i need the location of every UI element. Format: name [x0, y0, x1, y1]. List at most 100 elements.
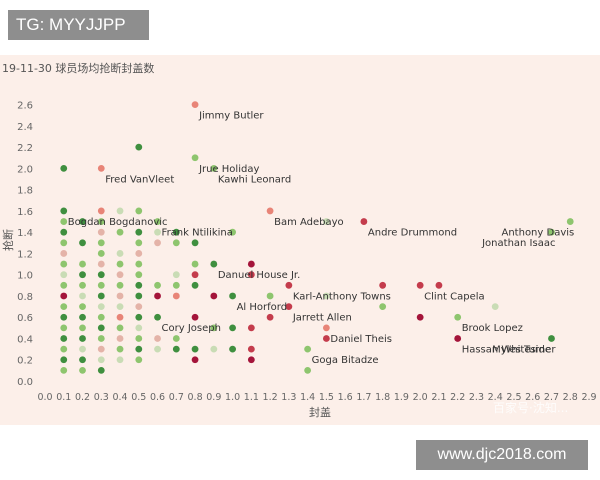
data-point [135, 260, 143, 268]
scatter-chart: 19-11-30 球员场均抢断封盖数 抢断 封盖 0.0 0.2 0.4 0.6 0.8… [1, 61, 597, 419]
data-point [191, 101, 199, 109]
point-label: Myles Turner [492, 344, 556, 355]
data-point [210, 345, 218, 353]
data-point [304, 345, 312, 353]
data-point [116, 271, 124, 279]
data-point [135, 303, 143, 310]
y-axis-label: 抢断 [1, 229, 15, 251]
point-label: Andre Drummond [368, 228, 457, 239]
data-point [97, 218, 105, 225]
data-point [566, 218, 574, 225]
data-point [116, 356, 124, 364]
data-point [60, 250, 68, 257]
data-point [154, 335, 161, 342]
y-tick-label: 2.2 [17, 143, 33, 154]
data-point [210, 260, 218, 268]
data-point [60, 239, 68, 247]
data-point [210, 165, 218, 172]
data-point [135, 313, 143, 321]
y-tick-label: 2.4 [17, 122, 33, 133]
data-point [416, 281, 424, 289]
data-point [454, 335, 462, 342]
data-point [247, 356, 255, 364]
x-tick-label: 0.7 [169, 392, 184, 403]
point-label: Jonathan Isaac [481, 238, 555, 249]
x-tick-label: 1.1 [244, 392, 259, 403]
x-tick-label: 0.4 [112, 392, 127, 403]
data-point [454, 313, 462, 321]
y-tick-label: 0.4 [17, 334, 33, 345]
data-point [154, 228, 161, 236]
x-tick-label: 0.0 [37, 392, 52, 403]
point-label: Karl-Anthony Towns [293, 291, 391, 302]
x-tick-label: 1.3 [281, 392, 296, 403]
x-tick-label: 1.4 [300, 392, 315, 403]
point-label: Brook Lopez [462, 323, 523, 334]
data-point [266, 207, 274, 215]
data-point [60, 228, 68, 236]
data-point [60, 218, 68, 225]
data-point [60, 281, 68, 289]
y-tick-label: 1.8 [17, 186, 33, 197]
data-point [229, 324, 236, 332]
data-point [60, 335, 68, 342]
y-tick-label: 1.0 [17, 271, 33, 282]
data-point [416, 313, 424, 321]
data-point [116, 345, 124, 353]
data-point [322, 335, 330, 342]
point-label: Fred VanVleet [105, 174, 174, 185]
data-point [191, 281, 199, 289]
data-point [135, 228, 143, 236]
y-tick-label: 2.0 [17, 164, 33, 175]
y-tick-label: 0.2 [17, 356, 33, 367]
point-labels: Jimmy Butler Jrue Holiday Fred VanVleet Kaw… [68, 111, 574, 366]
data-point [79, 260, 86, 268]
data-point [135, 356, 143, 364]
point-label: Cory Joseph [162, 323, 221, 334]
data-point [379, 281, 387, 289]
chart-title: 19-11-30 球员场均抢断封盖数 [2, 61, 154, 75]
point-label: Al Horford [237, 302, 287, 313]
data-point [191, 356, 199, 364]
x-axis-label: 封盖 [309, 405, 331, 419]
data-point [60, 260, 68, 268]
data-point [97, 335, 105, 342]
url-banner: www.djc2018.com [416, 440, 588, 470]
data-point [79, 218, 86, 225]
data-point [60, 207, 68, 215]
data-point [97, 260, 105, 268]
point-label: Jarrett Allen [292, 313, 352, 324]
y-tick-label: 1.2 [17, 249, 33, 260]
point-label: Daniel Theis [330, 334, 392, 345]
data-point [172, 335, 180, 342]
x-tick-label: 0.8 [188, 392, 203, 403]
data-point [79, 324, 86, 332]
data-point [191, 345, 199, 353]
x-tick-label: 2.2 [450, 392, 465, 403]
data-point [360, 218, 368, 225]
data-point [79, 292, 86, 300]
data-point [322, 292, 330, 300]
x-tick-label: 0.3 [94, 392, 109, 403]
data-point [172, 239, 180, 247]
data-point [247, 324, 255, 332]
x-tick-label: 2.8 [563, 392, 578, 403]
point-label: Kawhi Leonard [218, 174, 291, 185]
y-tick-labels: 0.0 0.2 0.4 0.6 0.8 1.0 1.2 1.4 1.6 1.8 2.0 2.2 2.4 2… [17, 101, 33, 388]
data-point [172, 228, 180, 236]
data-point [79, 335, 86, 342]
point-label: Frank Ntilikina [162, 228, 233, 239]
point-label: Bogdan Bogdanovic [68, 217, 168, 228]
data-point [116, 207, 124, 215]
data-point [135, 239, 143, 247]
data-point [79, 356, 86, 364]
data-point [97, 228, 105, 236]
data-point [172, 345, 180, 353]
data-point [154, 239, 161, 247]
tg-banner: TG: MYYJJPP [8, 10, 149, 40]
data-point [116, 303, 124, 310]
data-point [97, 313, 105, 321]
data-point [210, 324, 218, 332]
data-point [135, 345, 143, 353]
data-point [116, 281, 124, 289]
